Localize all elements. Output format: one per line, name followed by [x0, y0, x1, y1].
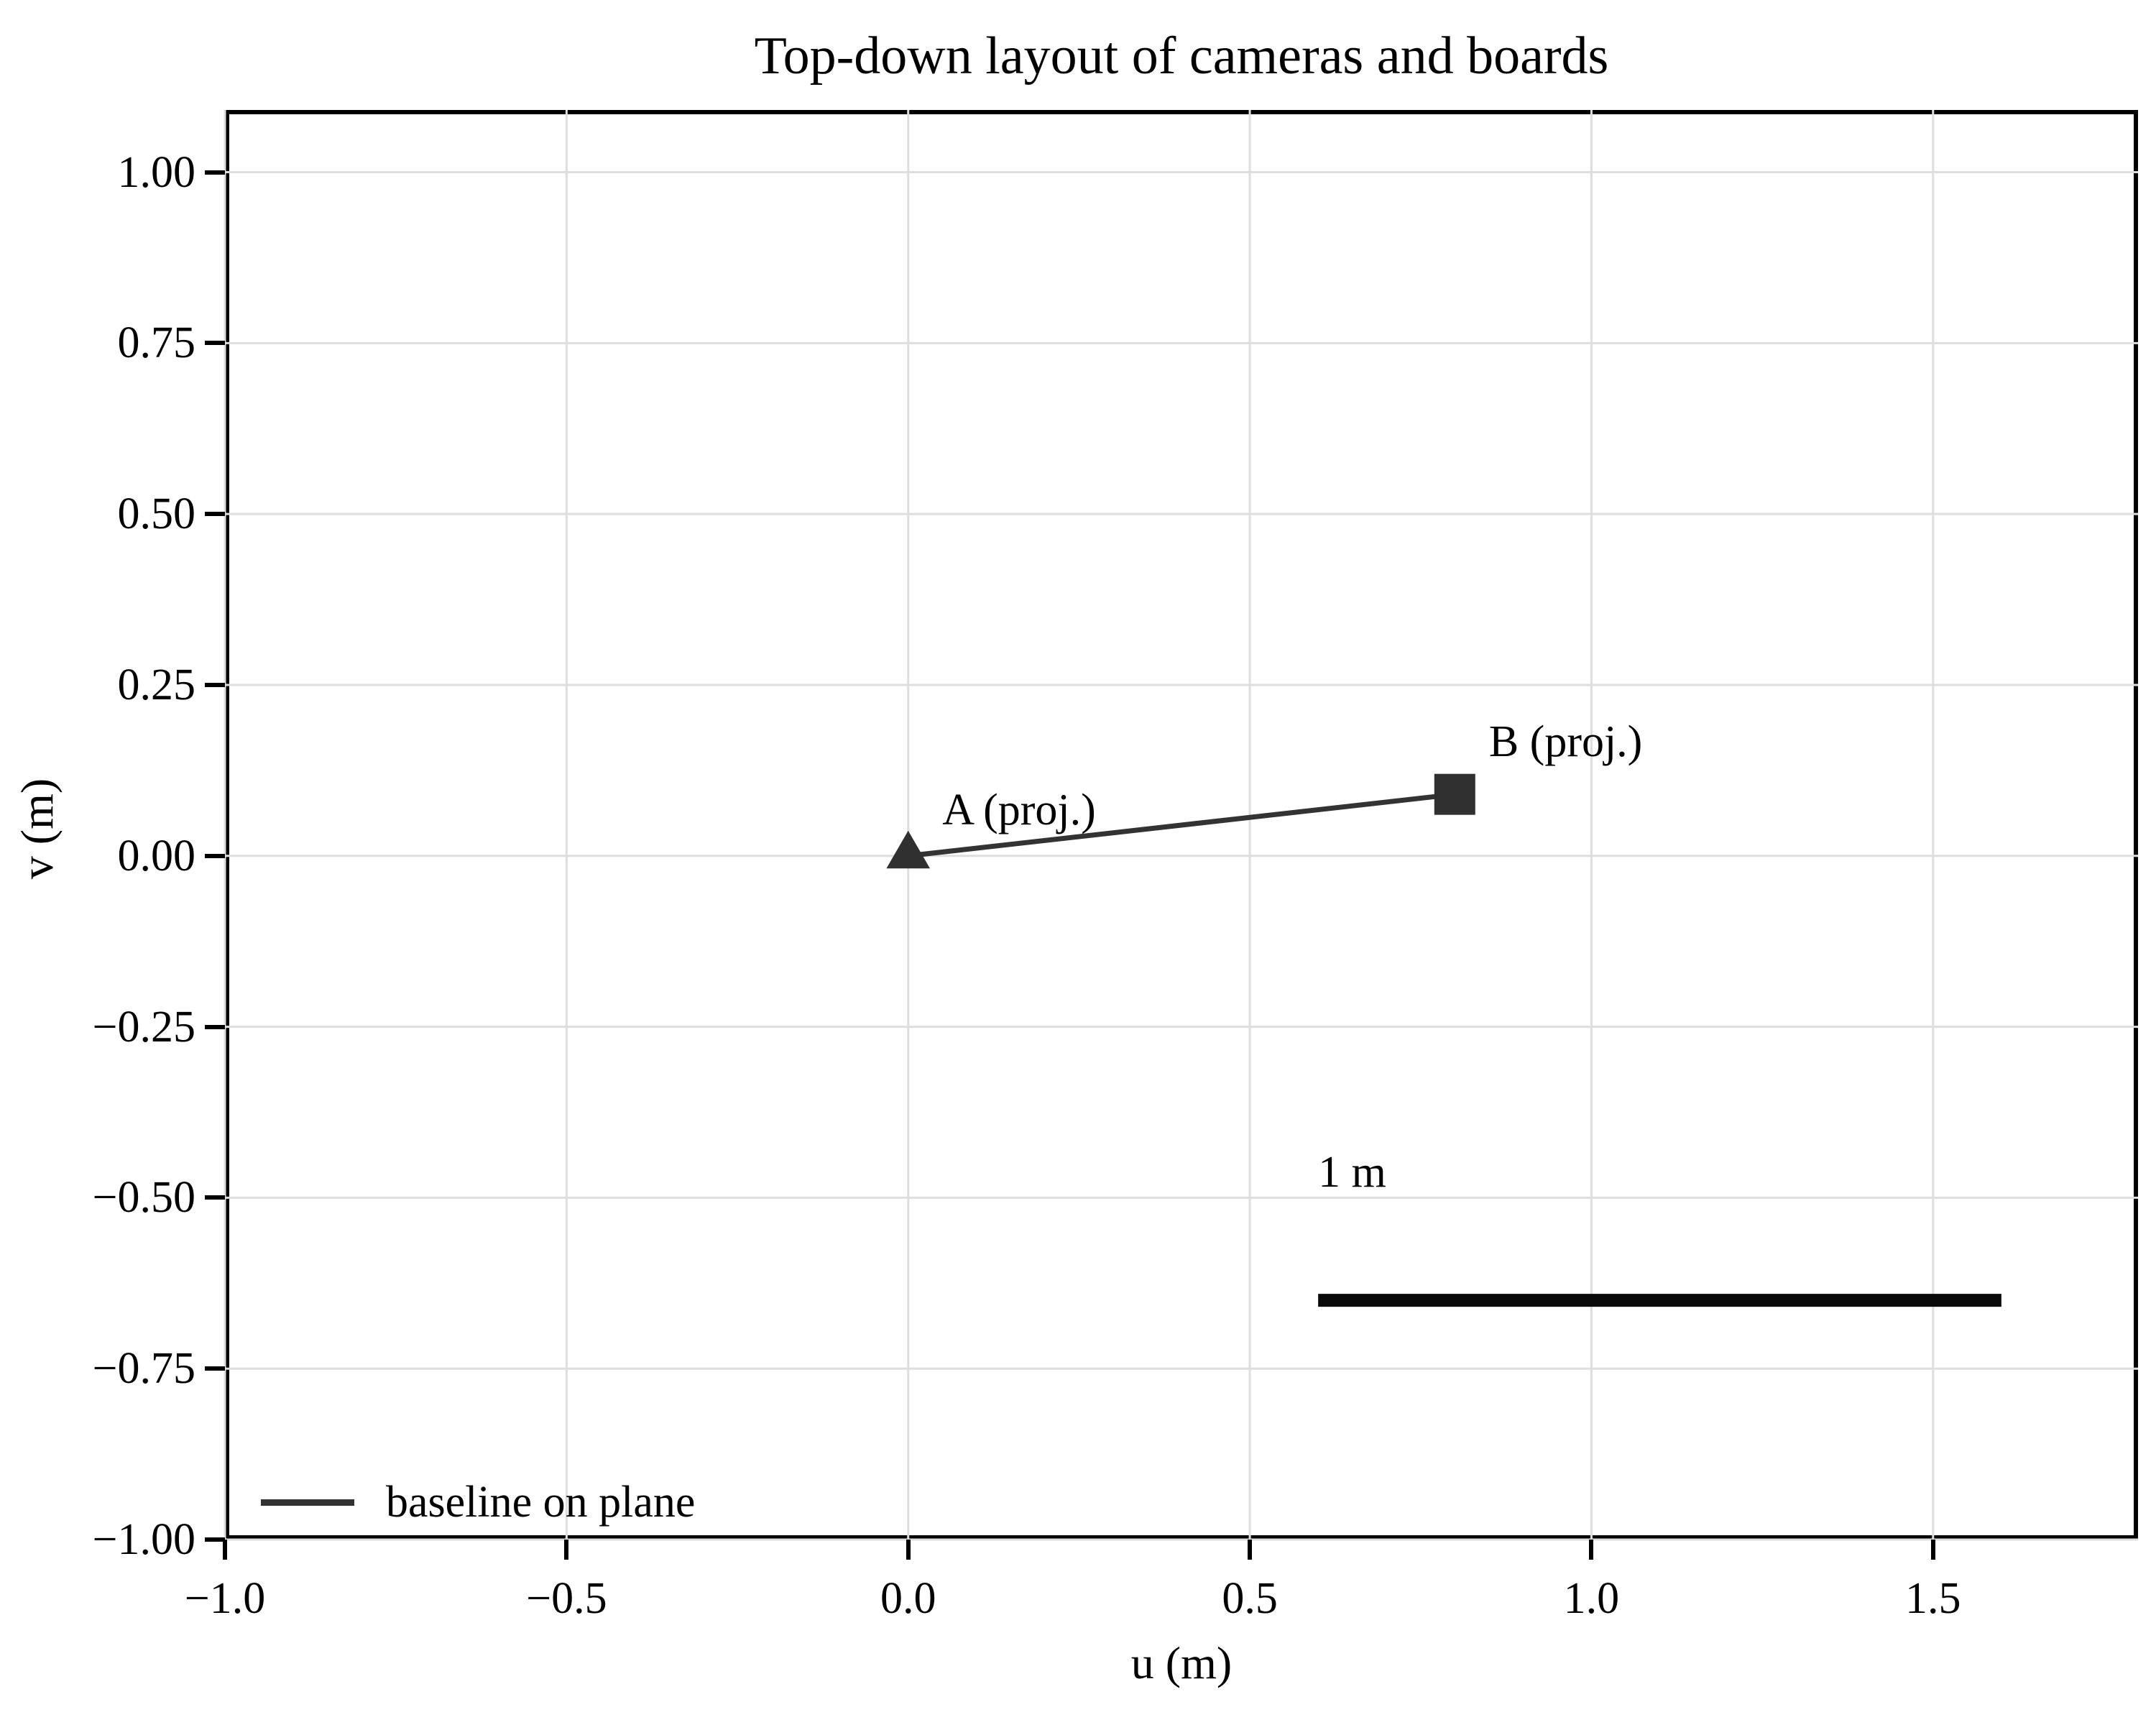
x-tick-label: 0.5 — [1222, 1574, 1278, 1623]
x-tick — [1248, 1540, 1253, 1560]
x-tick-label: −1.0 — [184, 1574, 266, 1623]
baseline-on-plane-line — [908, 791, 1455, 859]
y-tick — [205, 1537, 225, 1542]
y-tick-label: 0.25 — [117, 660, 196, 709]
y-axis-label: v (m) — [11, 778, 63, 880]
y-tick — [205, 170, 225, 175]
chart-title: Top-down layout of cameras and boards — [754, 27, 1609, 86]
y-tick-label: −0.50 — [92, 1173, 195, 1223]
legend: baseline on plane — [261, 1473, 695, 1532]
y-tick-label: −0.75 — [92, 1344, 195, 1394]
y-tick-label: 0.75 — [117, 318, 196, 368]
camera-b-marker — [1434, 773, 1475, 815]
x-tick-label: 0.0 — [880, 1574, 936, 1623]
x-tick — [564, 1540, 569, 1560]
x-tick — [1930, 1540, 1935, 1560]
y-tick — [205, 1366, 225, 1371]
y-tick — [205, 1195, 225, 1200]
camera-a-marker — [886, 830, 931, 869]
legend-line-swatch — [261, 1499, 354, 1506]
x-tick-label: 1.5 — [1905, 1574, 1961, 1623]
y-tick — [205, 853, 225, 858]
y-tick-label: 0.00 — [117, 831, 196, 880]
plot-canvas — [224, 110, 2138, 1541]
y-tick-label: 0.50 — [117, 489, 196, 539]
x-tick-label: 1.0 — [1563, 1574, 1620, 1623]
scale-bar-label: 1 m — [1318, 1148, 1386, 1197]
y-tick — [205, 682, 225, 687]
x-tick — [223, 1540, 227, 1560]
y-tick-label: −1.00 — [92, 1515, 195, 1564]
x-tick — [1589, 1540, 1594, 1560]
y-tick-label: 1.00 — [117, 147, 196, 197]
camera-b-label: B (proj.) — [1488, 717, 1643, 767]
camera-a-label: A (proj.) — [942, 786, 1096, 835]
y-tick-label: −0.25 — [92, 1002, 195, 1052]
x-tick-label: −0.5 — [526, 1574, 607, 1623]
x-tick — [906, 1540, 911, 1560]
x-axis-label: u (m) — [1130, 1637, 1233, 1688]
legend-label: baseline on plane — [386, 1478, 696, 1527]
plot-area: baseline on plane A (proj.) B (proj.) 1 m — [224, 110, 2138, 1541]
y-tick — [205, 512, 225, 517]
y-tick — [205, 1024, 225, 1029]
y-tick — [205, 341, 225, 346]
